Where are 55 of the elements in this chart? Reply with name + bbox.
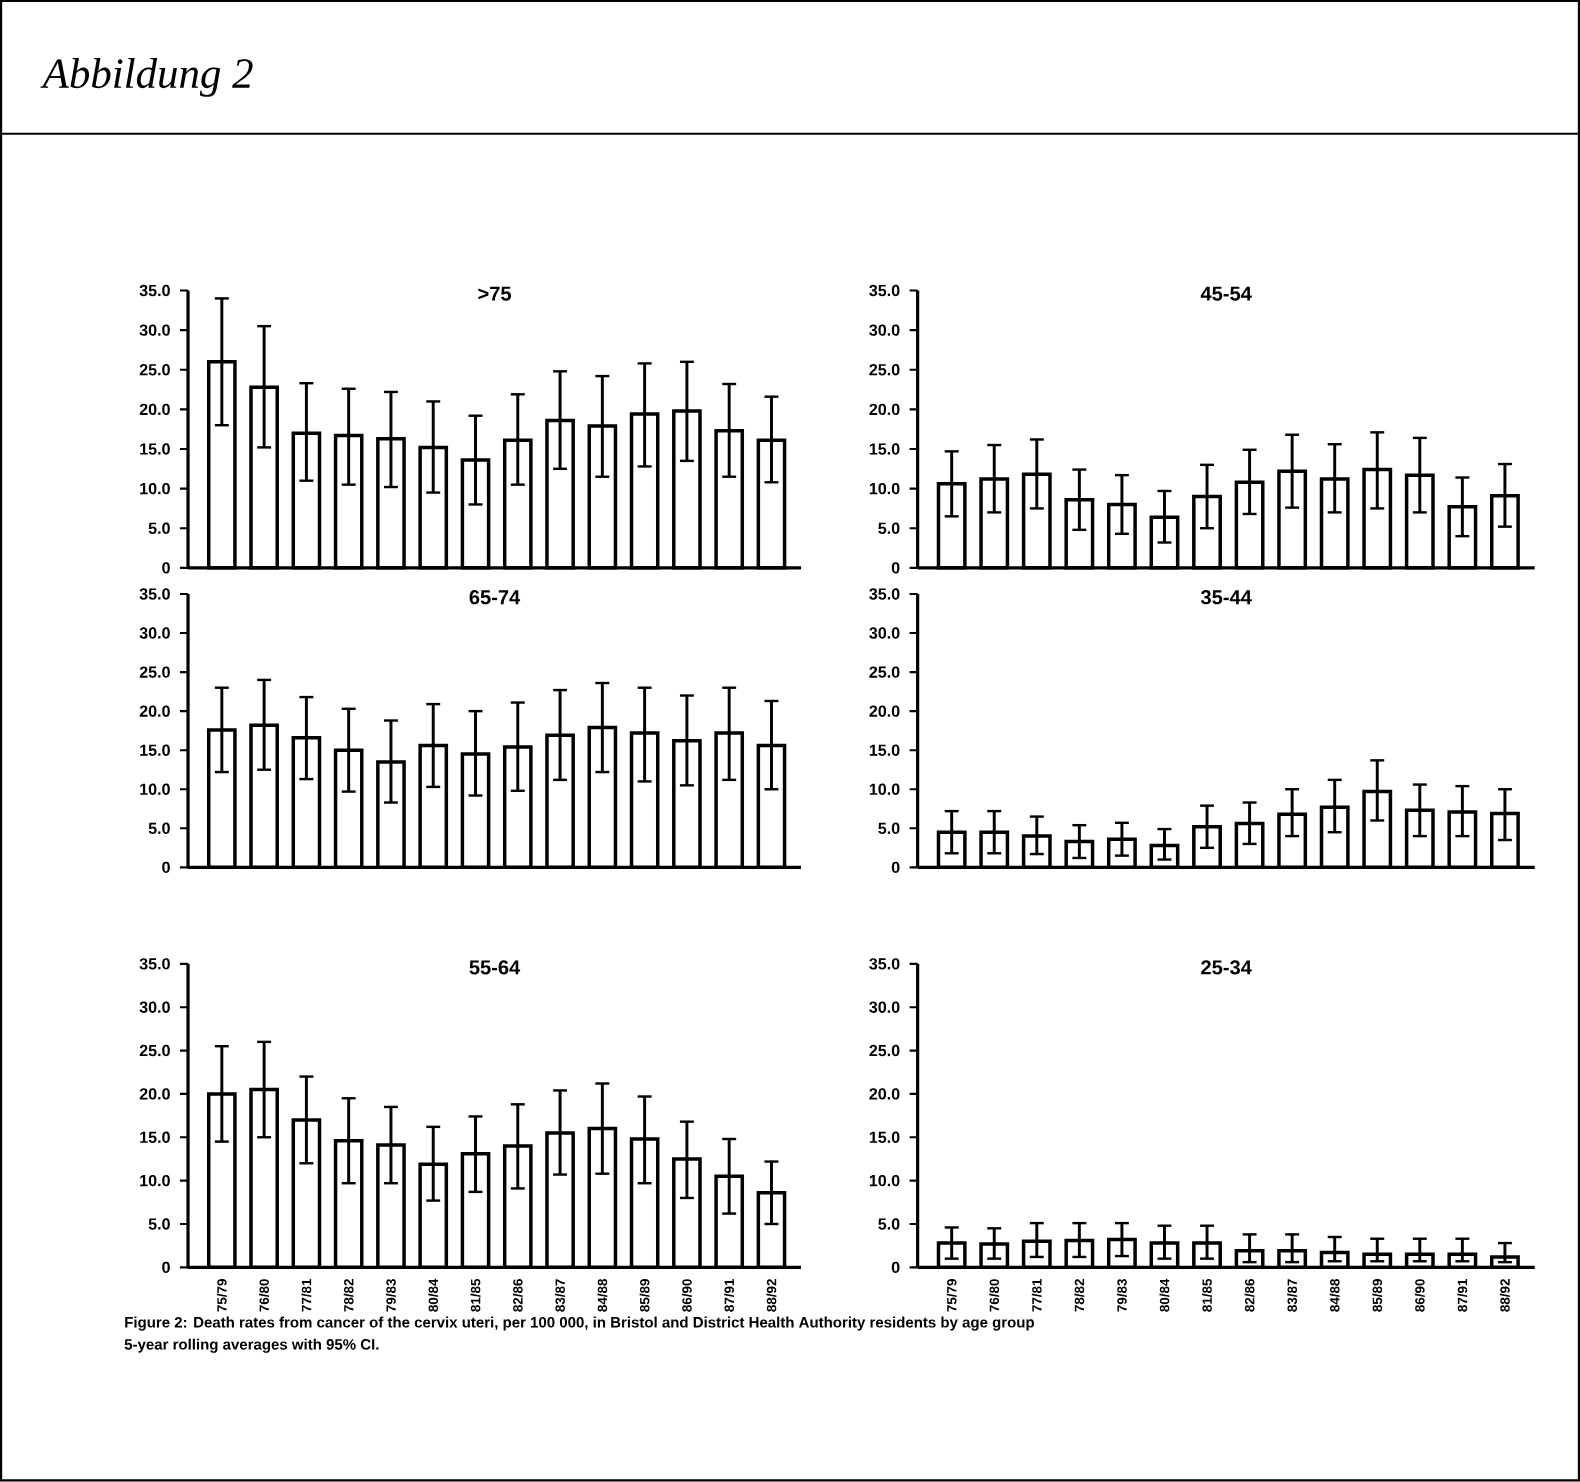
- y-tick-label: 30.0: [139, 324, 170, 337]
- chart-title: 55-64: [469, 960, 521, 975]
- y-tick-label: 15.0: [869, 443, 900, 455]
- y-tick-label: 35.0: [139, 588, 170, 600]
- y-tick-label: 5.0: [878, 522, 900, 535]
- y-tick-label: 25.0: [869, 666, 900, 679]
- y-tick-label: 35.0: [869, 958, 900, 970]
- chart-title: 65-74: [469, 590, 521, 605]
- y-tick-label: 30.0: [869, 1001, 900, 1014]
- y-tick-label: 10.0: [140, 1175, 170, 1187]
- y-tick-label: 10.0: [869, 1175, 900, 1187]
- y-tick-label: 10.0: [869, 483, 900, 495]
- y-tick-label: 20.0: [869, 403, 900, 416]
- y-tick-label: 30.0: [869, 324, 900, 337]
- y-tick-label: 10.0: [140, 483, 170, 495]
- y-tick-label: 20.0: [139, 705, 170, 718]
- y-tick-label: 15.0: [869, 1131, 900, 1144]
- y-tick-label: 35.0: [139, 285, 170, 297]
- y-tick-label: 20.0: [869, 705, 900, 718]
- y-tick-label: 35.0: [869, 588, 900, 600]
- y-tick-label: 15.0: [140, 744, 170, 757]
- y-tick-label: 35.0: [139, 958, 170, 970]
- y-tick-label: 30.0: [869, 627, 900, 639]
- y-tick-label: 5.0: [148, 1218, 170, 1230]
- y-tick-label: 15.0: [869, 744, 900, 757]
- y-tick-label: 0: [891, 861, 900, 874]
- y-tick-label: 0: [891, 562, 900, 574]
- y-tick-label: 15.0: [140, 1131, 170, 1144]
- y-tick-label: 5.0: [148, 522, 170, 535]
- y-tick-label: 10.0: [140, 783, 170, 796]
- y-tick-label: 10.0: [869, 783, 900, 796]
- chart-title: 45-54: [1200, 286, 1252, 301]
- chart-title: 35-44: [1200, 590, 1252, 605]
- chart-title: 25-34: [1201, 960, 1252, 975]
- y-tick-label: 30.0: [139, 627, 170, 639]
- chart-title: >75: [478, 286, 512, 301]
- y-tick-label: 25.0: [139, 1045, 170, 1057]
- text: Abbildung 2: [40, 58, 253, 98]
- y-tick-label: 30.0: [139, 1001, 170, 1014]
- y-tick-label: 20.0: [139, 403, 170, 416]
- y-tick-label: 25.0: [869, 364, 900, 376]
- y-tick-label: 25.0: [869, 1045, 900, 1057]
- y-tick-label: 25.0: [139, 364, 170, 376]
- y-tick-label: 25.0: [139, 666, 170, 679]
- y-tick-label: 0: [162, 861, 170, 874]
- y-tick-label: 20.0: [869, 1088, 900, 1100]
- y-tick-label: 15.0: [140, 443, 170, 455]
- y-tick-label: 0: [162, 562, 170, 574]
- y-tick-label: 35.0: [869, 285, 900, 297]
- y-tick-label: 20.0: [139, 1088, 170, 1100]
- y-tick-label: 0: [162, 1261, 170, 1274]
- y-tick-label: 5.0: [148, 822, 170, 835]
- y-tick-label: 5.0: [878, 1218, 900, 1230]
- y-tick-label: 0: [891, 1261, 900, 1274]
- y-tick-label: 5.0: [878, 822, 900, 835]
